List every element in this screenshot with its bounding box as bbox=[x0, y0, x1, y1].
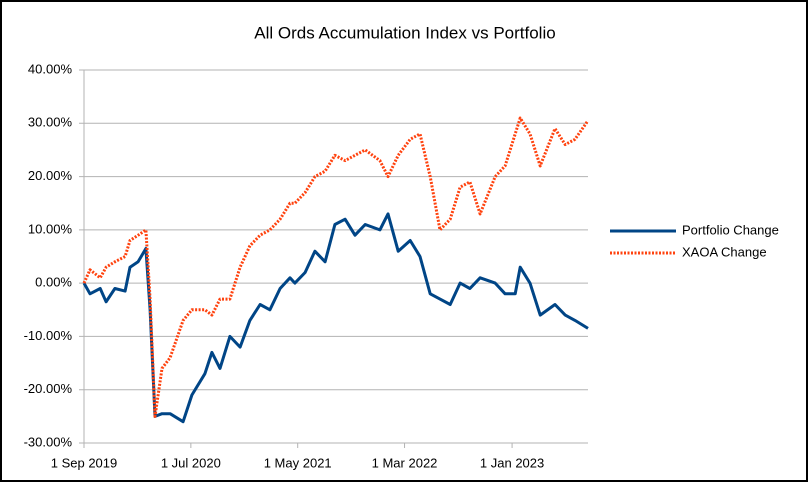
legend-label: Portfolio Change bbox=[682, 222, 779, 237]
y-tick-label: 20.00% bbox=[28, 168, 73, 183]
y-tick-label: 0.00% bbox=[35, 275, 72, 290]
x-tick-label: 1 Jan 2023 bbox=[480, 455, 544, 470]
x-tick-label: 1 May 2021 bbox=[264, 455, 332, 470]
x-tick-label: 1 Jul 2020 bbox=[161, 455, 221, 470]
series-line bbox=[82, 212, 589, 424]
y-tick-label: -20.00% bbox=[24, 381, 73, 396]
y-tick-label: -30.00% bbox=[24, 434, 73, 449]
chart-title: All Ords Accumulation Index vs Portfolio bbox=[254, 23, 555, 42]
legend-label: XAOA Change bbox=[682, 244, 767, 259]
y-tick-label: -10.00% bbox=[24, 328, 73, 343]
y-tick-label: 40.00% bbox=[28, 61, 73, 76]
x-tick-label: 1 Mar 2022 bbox=[372, 455, 438, 470]
y-tick-label: 30.00% bbox=[28, 115, 73, 130]
x-tick-label: 1 Sep 2019 bbox=[51, 455, 118, 470]
y-tick-label: 10.00% bbox=[28, 221, 73, 236]
series-line bbox=[82, 116, 590, 418]
